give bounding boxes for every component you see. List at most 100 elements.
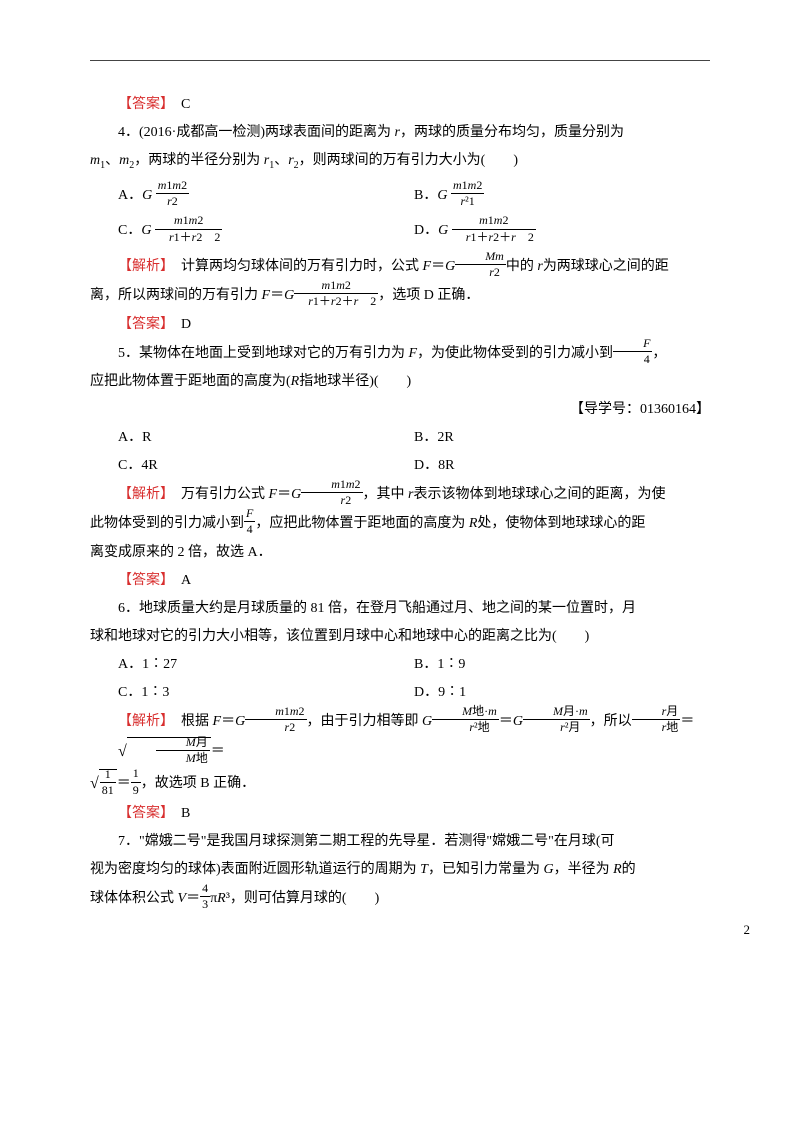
text: 离，所以两球间的万有引力 [90, 288, 258, 303]
answer-5: 【答案】 A [90, 567, 710, 595]
text: 为两球球心之间的距 [543, 259, 669, 274]
q5-stem-1: 5．某物体在地面上受到地球对它的万有引力为 F，为使此物体受到的引力减小到F4， [90, 339, 710, 368]
fraction: m1m2r2 [301, 478, 362, 507]
text: ， [652, 345, 666, 360]
opt-label: C． [118, 223, 141, 238]
q4-stem-2: m1、m2，两球的半径分别为 r1、r2，则两球间的万有引力大小为( ) [90, 147, 710, 175]
q4-stem: 4．(2016·成都高一检测)两球表面间的距离为 r，两球的质量分布均匀，质量分… [90, 119, 710, 147]
q6-stem-1: 6．地球质量大约是月球质量的 81 倍，在登月飞船通过月、地之间的某一位置时，月 [90, 595, 710, 623]
fraction: m1m2 r1＋r2 2 [155, 214, 222, 243]
var: G [141, 223, 151, 238]
var: G [142, 188, 152, 203]
text: ，已知引力常量为 [428, 862, 540, 877]
text: 球和地球对它的引力大小相等，该位置到月球中心和地球中心的距离之比为( ) [90, 629, 589, 644]
fraction: M月·mr²月 [523, 705, 590, 734]
opt: D．9∶1 [414, 685, 466, 700]
text: ，应把此物体置于距地面的高度为 [255, 516, 465, 531]
q4-options-row1: A．G m1m2r2 B．G m1m2r²1 [90, 181, 710, 210]
q6-stem-2: 球和地球对它的引力大小相等，该位置到月球中心和地球中心的距离之比为( ) [90, 623, 710, 651]
fraction: 19 [131, 767, 141, 796]
text: ，其中 [363, 487, 405, 502]
q5-optC: C．4R [118, 452, 414, 480]
var: G [543, 862, 553, 877]
text: 中的 [506, 259, 534, 274]
answer-value: D [181, 317, 191, 332]
text: ，半径为 [554, 862, 610, 877]
fraction: m1m2 r1＋r2＋r 2 [452, 214, 536, 243]
q5-stem-2: 应把此物体置于距地面的高度为(R指地球半径)( ) [90, 368, 710, 396]
text: 7．"嫦娥二号"是我国月球探测第二期工程的先导星．若测得"嫦娥二号"在月球(可 [118, 834, 615, 849]
q4-optD: D．G m1m2 r1＋r2＋r 2 [414, 216, 710, 245]
sub: 1 [269, 160, 274, 171]
sqrt: √M月M地 [90, 736, 211, 768]
sol5-line2: 此物体受到的引力减小到F4，应把此物体置于距地面的高度为 R处，使物体到地球球心… [90, 509, 710, 538]
fraction: m1m2r²1 [451, 179, 484, 208]
q4-options-row2: C．G m1m2 r1＋r2 2 D．G m1m2 r1＋r2＋r 2 [90, 216, 710, 245]
fraction: Mmr2 [455, 250, 506, 279]
text: ，则可估算月球的( ) [230, 891, 379, 906]
text: ，所以 [590, 714, 632, 729]
q6-options-row1: A．1∶27 B．1∶9 [90, 651, 710, 679]
fraction: F4 [613, 337, 652, 366]
answer-value: B [181, 806, 190, 821]
guide-number: 【导学号：01360164】 [570, 402, 710, 417]
q4-optC: C．G m1m2 r1＋r2 2 [118, 216, 414, 245]
q7-stem-2: 视为密度均匀的球体)表面附近圆形轨道运行的周期为 T，已知引力常量为 G，半径为… [90, 856, 710, 884]
answer-3: 【答案】 C [90, 91, 710, 119]
answer-value: C [181, 97, 190, 112]
answer-label: 【答案】 [118, 573, 167, 588]
text: 4．(2016·成都高一检测)两球表面间的距离为 [118, 125, 391, 140]
var: R [291, 374, 300, 389]
q5-optA: A．R [118, 424, 414, 452]
fraction: 43 [200, 882, 210, 911]
text: ，选项 D 正确． [378, 288, 479, 303]
q6-optA: A．1∶27 [118, 651, 414, 679]
q5-options-row2: C．4R D．8R [90, 452, 710, 480]
q7-stem-3: 球体体积公式 V＝43πR³，则可估算月球的( ) [90, 884, 710, 913]
answer-4: 【答案】 D [90, 311, 710, 339]
text: 6．地球质量大约是月球质量的 81 倍，在登月飞船通过月、地之间的某一位置时，月 [118, 601, 636, 616]
answer-label: 【答案】 [118, 317, 167, 332]
text: ，两球的质量分布均匀，质量分别为 [400, 125, 624, 140]
var: m [119, 153, 129, 168]
sqrt: √181 [90, 768, 117, 800]
opt: A．R [118, 430, 151, 445]
q6-optC: C．1∶3 [118, 679, 414, 707]
text: 离变成原来的 2 倍，故选 A． [90, 545, 272, 560]
text: 应把此物体置于距地面的高度为( [90, 374, 291, 389]
q4-optB: B．G m1m2r²1 [414, 181, 710, 210]
sol-label: 【解析】 [118, 487, 167, 502]
fraction: m1m2r2 [156, 179, 189, 208]
fraction: r月r地 [632, 705, 681, 734]
q7-stem-1: 7．"嫦娥二号"是我国月球探测第二期工程的先导星．若测得"嫦娥二号"在月球(可 [90, 828, 710, 856]
opt: A．1∶27 [118, 657, 177, 672]
text: ，则两球间的万有引力大小为( ) [299, 153, 518, 168]
text: 表示该物体到地球球心之间的距离，为使 [413, 487, 665, 502]
text: 5．某物体在地面上受到地球对它的万有引力为 [118, 345, 405, 360]
answer-label: 【答案】 [118, 806, 167, 821]
answer-6: 【答案】 B [90, 800, 710, 828]
q6-optB: B．1∶9 [414, 651, 710, 679]
q6-options-row2: C．1∶3 D．9∶1 [90, 679, 710, 707]
sol-label: 【解析】 [118, 259, 167, 274]
opt: B．2R [414, 430, 454, 445]
var: R [613, 862, 622, 877]
fraction: m1m2r2 [245, 705, 306, 734]
answer-label: 【答案】 [118, 97, 167, 112]
q5-guide: 【导学号：01360164】 [90, 396, 710, 424]
text: ，为使此物体受到的引力减小到 [417, 345, 613, 360]
var: G [438, 223, 448, 238]
opt-label: D． [414, 223, 438, 238]
fraction: F4 [244, 507, 255, 536]
text: 球体体积公式 [90, 891, 174, 906]
text: 此物体受到的引力减小到 [90, 516, 244, 531]
text: 根据 [181, 714, 209, 729]
q6-optD: D．9∶1 [414, 679, 710, 707]
opt: D．8R [414, 458, 454, 473]
fraction: M地·mr²地 [432, 705, 499, 734]
text: 的 [622, 862, 636, 877]
opt: C．4R [118, 458, 158, 473]
fraction: m1m2 r1＋r2＋r 2 [294, 279, 378, 308]
answer-value: A [181, 573, 191, 588]
page-number: 2 [744, 917, 751, 943]
